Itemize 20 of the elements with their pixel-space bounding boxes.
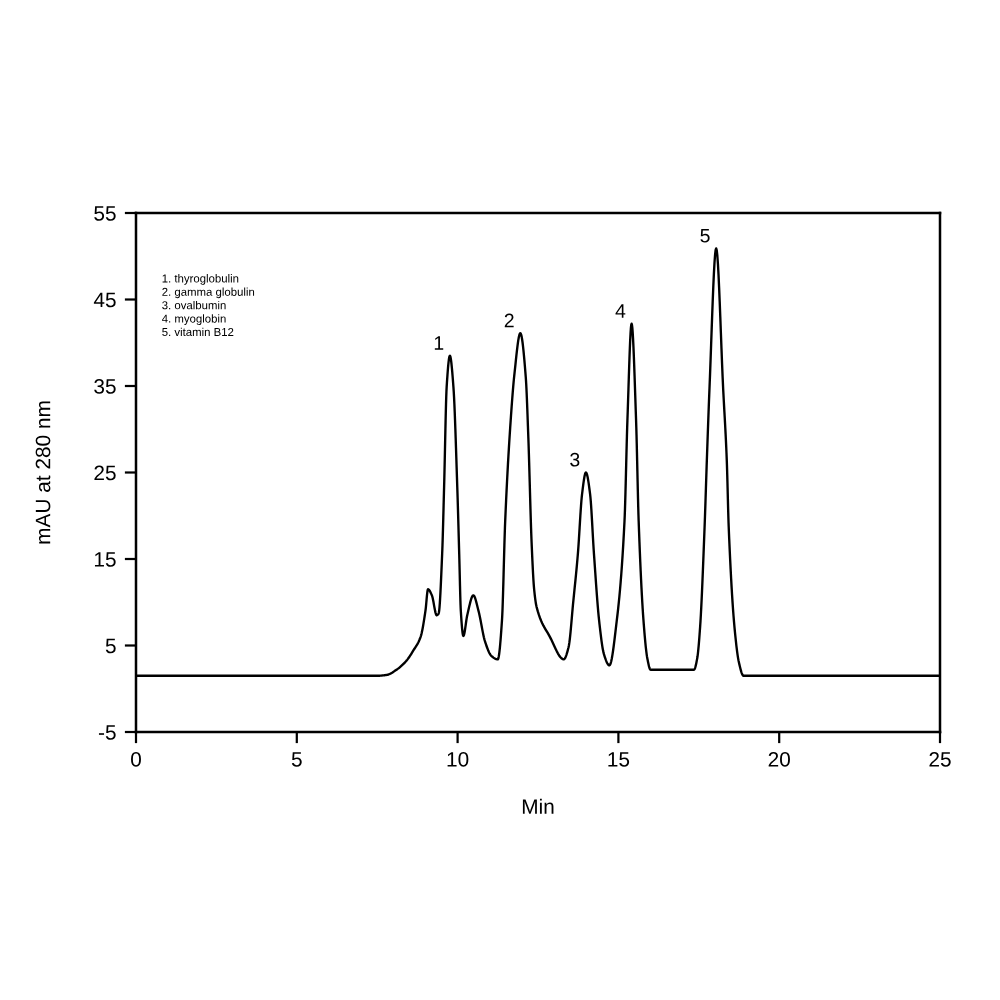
y-tick-label: 5 — [105, 638, 116, 654]
x-tick-label: 10 — [447, 751, 469, 767]
y-axis-title: mAU at 280 nm — [35, 401, 51, 544]
x-tick-label: 5 — [291, 752, 302, 767]
annotation: 2 — [504, 313, 514, 328]
y-tick-label: -5 — [98, 725, 116, 740]
x-tick-label: 15 — [608, 752, 630, 767]
y-tick-label: 55 — [94, 206, 116, 221]
annotation: 5 — [700, 229, 710, 243]
y-tick-label: 15 — [94, 552, 116, 567]
x-tick-label: 0 — [131, 751, 141, 767]
y-tick-label: 45 — [93, 292, 116, 308]
annotation: 3 — [570, 452, 580, 467]
annotation: 1 — [434, 336, 444, 350]
annotation: 4 — [615, 304, 626, 318]
y-tick-label: 35 — [94, 379, 116, 394]
x-tick-label: 20 — [768, 751, 790, 767]
x-axis-title: Min — [522, 798, 554, 814]
x-tick-label: 25 — [929, 751, 951, 767]
y-tick-label: 25 — [94, 465, 116, 481]
